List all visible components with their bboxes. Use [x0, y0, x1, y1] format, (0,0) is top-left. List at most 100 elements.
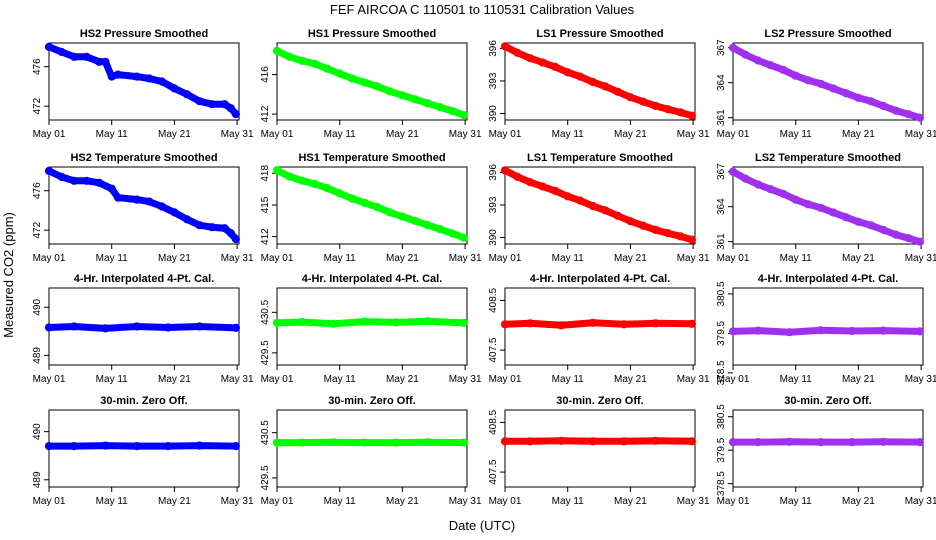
x-tick-label: May 11 [96, 129, 128, 140]
data-point [687, 319, 697, 328]
x-tick-label: May 21 [158, 253, 191, 264]
data-point [298, 317, 307, 327]
data-point [829, 84, 838, 93]
data-point [101, 324, 110, 333]
data-point [741, 50, 750, 59]
data-point [879, 225, 888, 235]
data-point [272, 318, 282, 327]
data-point [526, 178, 535, 187]
x-tick-label: May 31 [905, 129, 936, 140]
data-point [866, 221, 876, 230]
data-point [588, 318, 597, 327]
x-tick-label: May 01 [489, 374, 522, 385]
data-point [601, 206, 610, 215]
data-point [785, 437, 794, 446]
panel-2-1: HS2 Temperature Smoothed May 01 May 11 May … [32, 152, 254, 264]
x-tick-label: May 21 [842, 253, 875, 264]
x-tick-label: May 11 [552, 253, 584, 264]
data-point [145, 197, 154, 206]
panel-title: 30-min. Zero Off. [328, 395, 415, 407]
x-tick-label: May 11 [96, 253, 128, 264]
data-point [145, 74, 154, 83]
y-tick-label: 472 [32, 97, 43, 114]
panel-title: HS1 Pressure Smoothed [308, 28, 436, 40]
panel-4-1: 30-min. Zero Off. May 01 May 11 May 21 May 3… [32, 395, 254, 507]
data-point [385, 208, 394, 217]
y-tick-label: 364 [716, 74, 727, 91]
x-tick-label: May 01 [33, 374, 66, 385]
data-point [904, 110, 913, 119]
data-point [563, 68, 572, 77]
plot-frame [276, 409, 468, 488]
data-point [323, 64, 332, 73]
data-point [70, 176, 79, 185]
y-tick-label: 367 [716, 163, 727, 180]
data-band-HS1 [273, 166, 468, 242]
data-point [538, 58, 547, 67]
panel-3-3: 4-Hr. Interpolated 4-Pt. Cal. May 01 May 1… [488, 273, 710, 385]
data-band-LS1 [501, 166, 696, 244]
panel-1-4: LS2 Pressure Smoothed May 01 May 11 May 21 M… [716, 28, 936, 140]
data-point [728, 43, 738, 52]
panel-1-1: HS2 Pressure Smoothed May 01 May 11 May 21 M… [32, 28, 254, 140]
x-tick-label: May 11 [552, 374, 584, 385]
panel-2-4: LS2 Temperature Smoothed May 01 May 11 May … [716, 152, 936, 264]
data-point [44, 323, 54, 332]
data-point [804, 76, 813, 85]
data-point [687, 111, 697, 120]
data-point [101, 57, 110, 66]
data-point [423, 438, 432, 447]
data-point [728, 327, 738, 336]
y-tick-label: 476 [32, 58, 43, 75]
data-point [113, 70, 123, 79]
x-tick-label: May 01 [261, 496, 294, 507]
x-tick-label: May 31 [449, 496, 482, 507]
data-point [588, 201, 597, 211]
figure-title: FEF AIRCOA C 110501 to 110531 Calibratio… [330, 2, 635, 17]
panel-4-2: 30-min. Zero Off. May 01 May 11 May 21 May 3… [260, 395, 482, 507]
x-tick-label: May 31 [677, 374, 710, 385]
data-point [435, 103, 445, 112]
data-point [231, 442, 240, 451]
panel-title: 30-min. Zero Off. [556, 395, 643, 407]
data-point [329, 319, 338, 328]
y-tick-label: 396 [488, 40, 499, 57]
data-point [398, 91, 407, 100]
x-tick-label: May 01 [717, 496, 750, 507]
data-point [44, 42, 54, 52]
panel-title: HS1 Temperature Smoothed [298, 152, 445, 164]
x-tick-label: May 01 [261, 253, 294, 264]
data-point [272, 46, 282, 56]
data-point [113, 193, 123, 202]
data-point [448, 107, 457, 116]
x-tick-label: May 11 [780, 253, 812, 264]
panel-title: 4-Hr. Interpolated 4-Pt. Cal. [758, 273, 899, 285]
y-tick-label: 476 [32, 182, 43, 199]
data-point [398, 212, 407, 221]
y-tick-label: 378.5 [716, 471, 727, 496]
plot-frame [504, 409, 696, 488]
panel-3-2: 4-Hr. Interpolated 4-Pt. Cal. May 01 May 1… [260, 273, 482, 385]
data-point [563, 192, 572, 201]
data-point [816, 326, 825, 335]
x-tick-label: May 31 [221, 374, 254, 385]
data-point [44, 442, 54, 451]
panel-3-1: 4-Hr. Interpolated 4-Pt. Cal. May 01 May 1… [32, 273, 254, 385]
data-point [651, 436, 660, 445]
plot-frame [48, 166, 240, 245]
data-point [638, 97, 648, 106]
data-point [231, 110, 240, 119]
data-point [728, 167, 738, 176]
y-tick-label: 429.5 [260, 340, 271, 365]
y-tick-label: 390 [488, 105, 499, 122]
data-point [101, 441, 110, 450]
x-tick-label: May 11 [552, 129, 584, 140]
data-point [651, 225, 660, 234]
y-tick-label: 412 [260, 105, 271, 122]
panel-title: LS2 Pressure Smoothed [764, 28, 891, 40]
data-point [226, 229, 235, 238]
panel-title: 30-min. Zero Off. [784, 395, 871, 407]
data-point [410, 95, 420, 104]
data-point [904, 234, 913, 243]
data-point [588, 77, 597, 87]
